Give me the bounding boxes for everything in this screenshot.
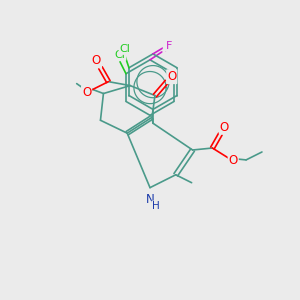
Text: O: O: [220, 121, 229, 134]
Text: F: F: [166, 41, 172, 51]
Text: Cl: Cl: [115, 50, 125, 60]
Text: N: N: [146, 193, 154, 206]
Text: O: O: [92, 54, 101, 67]
Text: H: H: [152, 202, 160, 212]
Text: F: F: [164, 44, 170, 54]
Text: O: O: [229, 154, 238, 167]
Text: Cl: Cl: [119, 44, 130, 54]
Text: O: O: [82, 86, 91, 99]
Text: O: O: [167, 70, 176, 83]
